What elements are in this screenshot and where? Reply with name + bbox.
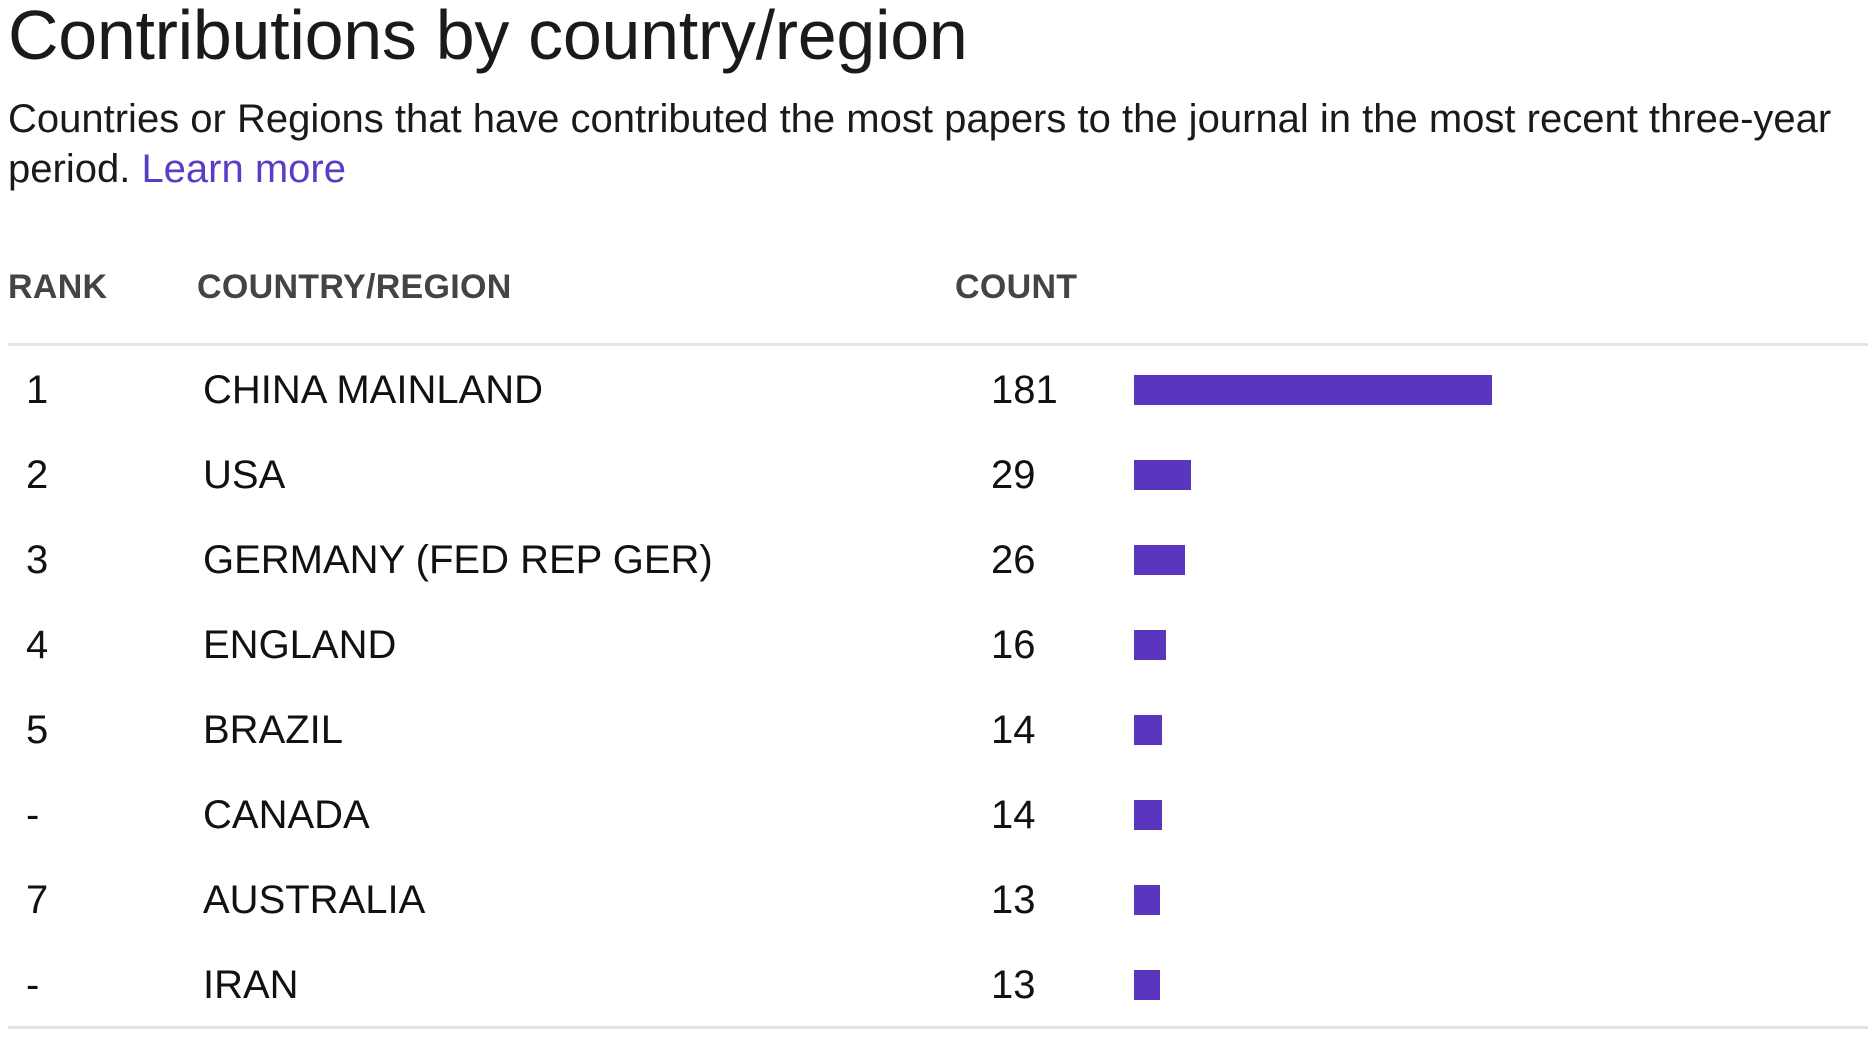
country-cell: CANADA: [203, 793, 370, 837]
count-bar: [1134, 970, 1160, 1000]
header-country: COUNTRY/REGION: [197, 268, 512, 306]
country-cell: AUSTRALIA: [203, 878, 426, 922]
country-cell: BRAZIL: [203, 708, 344, 752]
table-row: - IRAN 13: [8, 941, 1868, 1026]
count-cell: 29: [991, 453, 1036, 497]
country-cell: CHINA MAINLAND: [203, 368, 544, 412]
table-row: 1 CHINA MAINLAND 181: [8, 346, 1868, 431]
count-bar: [1134, 545, 1185, 575]
table-header: RANK COUNTRY/REGION COUNT: [8, 250, 1868, 346]
subtitle-text: Countries or Regions that have contribut…: [8, 97, 1832, 191]
count-cell: 26: [991, 538, 1036, 582]
table-row: 2 USA 29: [8, 431, 1868, 516]
rank-cell: 4: [26, 623, 49, 667]
table-row: - CANADA 14: [8, 771, 1868, 856]
count-bar: [1134, 460, 1191, 490]
header-count: COUNT: [955, 268, 1078, 306]
page-title: Contributions by country/region: [8, 0, 968, 74]
count-bar: [1134, 885, 1160, 915]
table-body: 1 CHINA MAINLAND 181 2 USA 29 3 GERMANY (FED RE…: [8, 346, 1868, 1029]
rank-cell: 1: [26, 368, 49, 412]
rank-cell: 3: [26, 538, 49, 582]
country-cell: ENGLAND: [203, 623, 397, 667]
table-row: 7 AUSTRALIA 13: [8, 856, 1868, 941]
page: Contributions by country/region Countrie…: [8, 0, 1868, 1038]
header-rank: RANK: [8, 268, 108, 306]
learn-more-link[interactable]: Learn more: [141, 147, 346, 191]
rank-cell: 2: [26, 453, 49, 497]
count-bar: [1134, 630, 1166, 660]
table-row: 4 ENGLAND 16: [8, 601, 1868, 686]
country-cell: IRAN: [203, 963, 299, 1007]
count-bar: [1134, 715, 1162, 745]
count-cell: 181: [991, 368, 1058, 412]
country-cell: USA: [203, 453, 286, 497]
table-row: 3 GERMANY (FED REP GER) 26: [8, 516, 1868, 601]
rank-cell: 7: [26, 878, 49, 922]
count-cell: 13: [991, 963, 1036, 1007]
table-row: 5 BRAZIL 14: [8, 686, 1868, 771]
country-cell: GERMANY (FED REP GER): [203, 538, 713, 582]
page-subtitle: Countries or Regions that have contribut…: [8, 94, 1866, 194]
count-bar: [1134, 375, 1492, 405]
count-cell: 16: [991, 623, 1036, 667]
rank-cell: -: [26, 793, 40, 837]
count-cell: 14: [991, 793, 1036, 837]
count-bar: [1134, 800, 1162, 830]
rank-cell: -: [26, 963, 40, 1007]
count-cell: 14: [991, 708, 1036, 752]
rank-cell: 5: [26, 708, 49, 752]
contributions-table: RANK COUNTRY/REGION COUNT 1 CHINA MAINLAN…: [8, 250, 1868, 1029]
count-cell: 13: [991, 878, 1036, 922]
